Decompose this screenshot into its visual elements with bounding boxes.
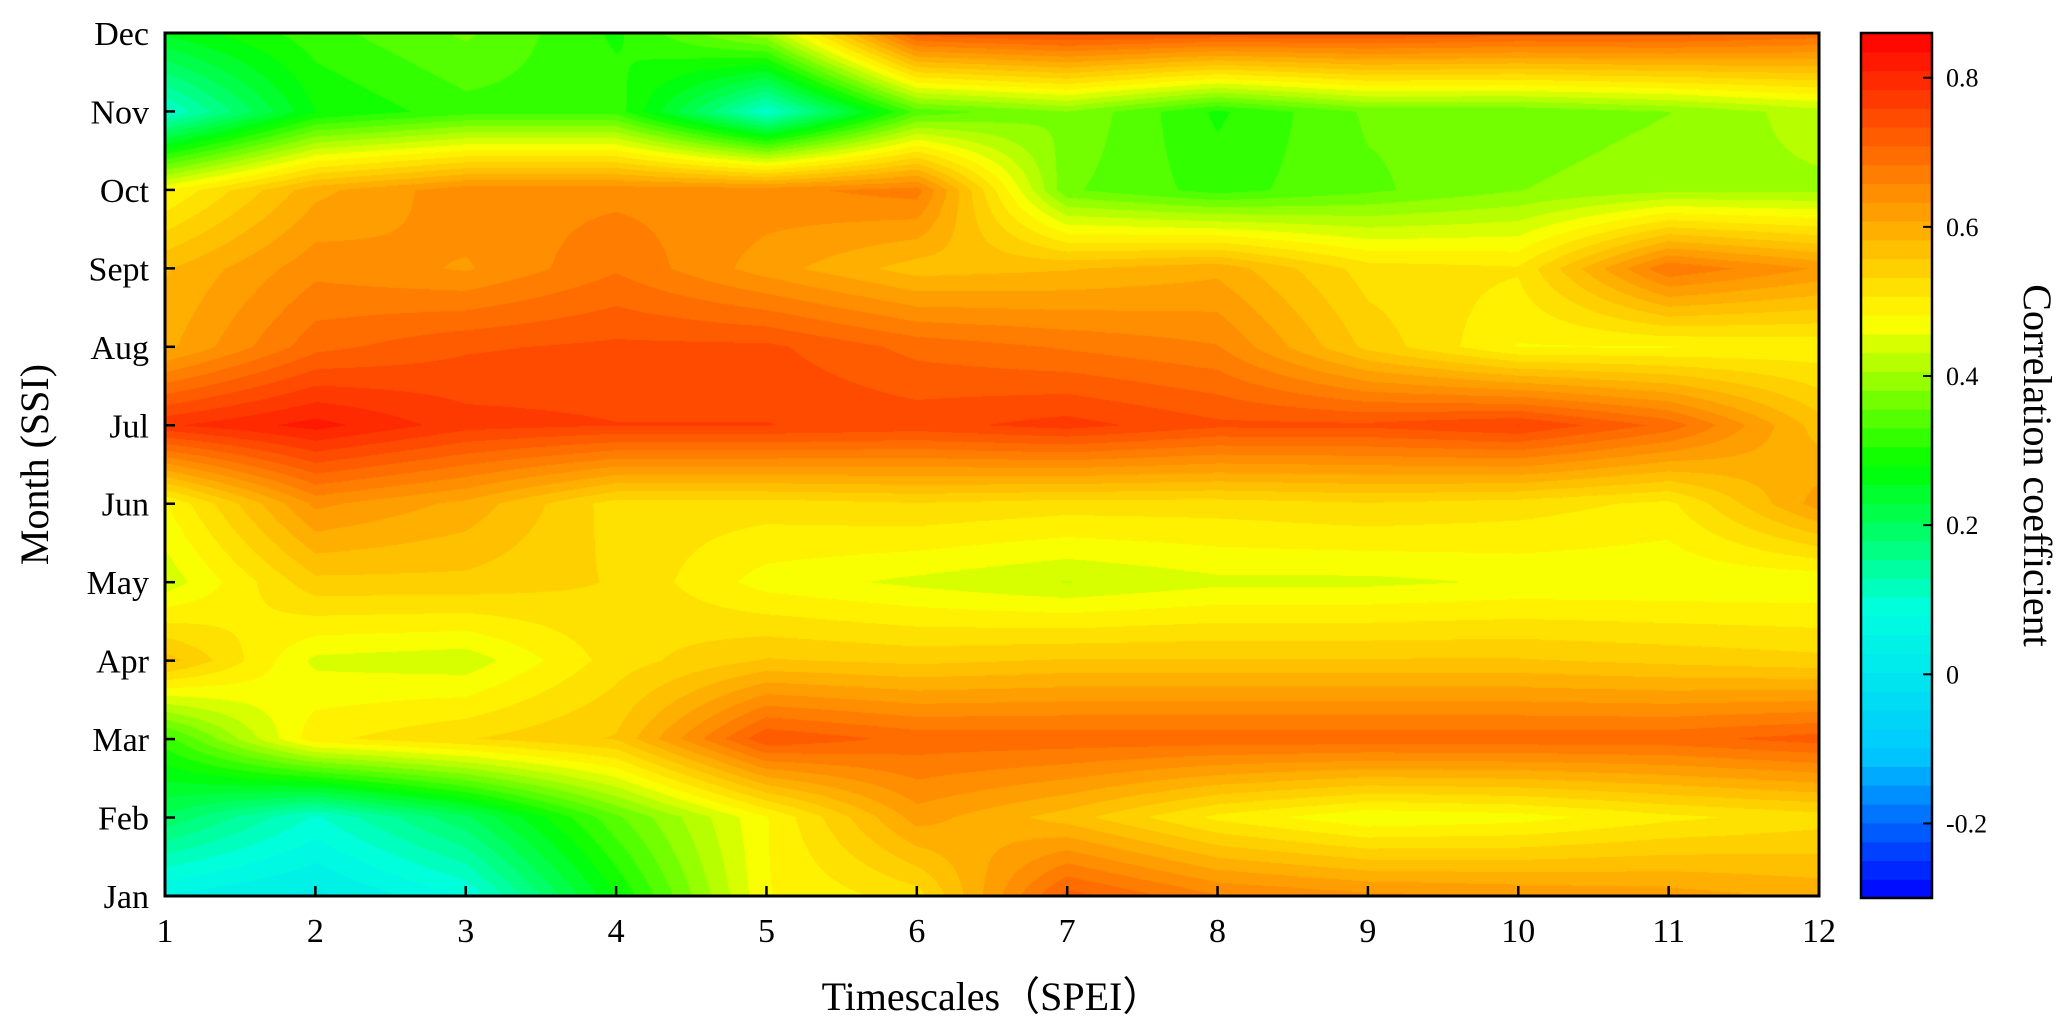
colorbar-band xyxy=(1861,822,1932,843)
colorbar: -0.2 0 0.2 0.4 0.6 0.8 xyxy=(1859,31,1987,900)
colorbar-band xyxy=(1861,202,1932,222)
x-tick-label: 4 xyxy=(608,913,625,950)
colorbar-band xyxy=(1861,803,1932,824)
y-tick-label: May xyxy=(87,565,149,602)
colorbar-tick-label: 0.6 xyxy=(1946,213,1979,242)
colorbar-band xyxy=(1861,390,1932,410)
colorbar-band xyxy=(1861,427,1932,448)
y-tick-label: Jul xyxy=(109,408,149,445)
colorbar-band xyxy=(1861,785,1932,805)
colorbar-band xyxy=(1861,258,1932,279)
colorbar-band xyxy=(1861,578,1932,598)
colorbar-band xyxy=(1861,841,1932,861)
y-tick-label: Sept xyxy=(89,251,150,288)
colorbar-band xyxy=(1861,446,1932,467)
colorbar-band xyxy=(1861,766,1932,786)
y-tick-label: Feb xyxy=(98,801,149,838)
colorbar-band xyxy=(1861,183,1932,203)
colorbar-band xyxy=(1861,127,1932,147)
x-tick-label: 10 xyxy=(1501,913,1535,950)
plot-frame xyxy=(163,31,1821,898)
x-tick-label: 1 xyxy=(157,913,174,950)
colorbar-band xyxy=(1861,333,1932,354)
colorbar-band xyxy=(1861,239,1932,260)
colorbar-band xyxy=(1861,465,1932,485)
y-tick-label: Oct xyxy=(100,173,150,210)
colorbar-band xyxy=(1861,352,1932,373)
colorbar-band xyxy=(1861,221,1932,241)
colorbar-band xyxy=(1861,615,1932,636)
y-tick-label: Aug xyxy=(90,330,149,367)
colorbar-frame xyxy=(1859,31,1934,900)
y-tick-label: Apr xyxy=(96,644,150,681)
y-tick-label: Jun xyxy=(102,487,149,524)
x-tick-label: 9 xyxy=(1359,913,1376,950)
colorbar-label: Correlation coefficient xyxy=(2015,284,2060,646)
colorbar-band xyxy=(1861,559,1932,579)
colorbar-band xyxy=(1861,484,1932,504)
y-axis: Jan Feb Mar Apr May Jun Jul Aug Sept Oct Nov Dec xyxy=(87,16,175,916)
colorbar-band xyxy=(1861,879,1932,899)
colorbar-band xyxy=(1861,70,1932,91)
heatmap-surface xyxy=(165,33,1819,896)
colorbar-band xyxy=(1861,860,1932,880)
colorbar-band xyxy=(1861,747,1932,767)
colorbar-tick-label: 0.8 xyxy=(1946,64,1979,93)
colorbar-band xyxy=(1861,653,1932,673)
colorbar-ticks: -0.2 0 0.2 0.4 0.6 0.8 xyxy=(1923,64,1987,838)
colorbar-band xyxy=(1861,33,1932,53)
x-tick-label: 12 xyxy=(1802,913,1836,950)
colorbar-band xyxy=(1861,709,1932,730)
colorbar-band xyxy=(1861,503,1932,523)
colorbar-band xyxy=(1861,672,1932,692)
x-tick-label: 8 xyxy=(1209,913,1226,950)
colorbar-band xyxy=(1861,540,1932,561)
colorbar-band xyxy=(1861,371,1932,391)
colorbar-tick-label: 0.4 xyxy=(1946,362,1979,391)
colorbar-tick-label: 0 xyxy=(1946,660,1959,689)
x-axis-label: Timescales（SPEI） xyxy=(822,974,1163,1019)
colorbar-tick-label: 0.2 xyxy=(1946,511,1979,540)
colorbar-band xyxy=(1861,296,1932,316)
colorbar-band xyxy=(1861,277,1932,297)
colorbar-band xyxy=(1861,634,1932,655)
colorbar-band xyxy=(1861,315,1932,335)
y-tick-label: Mar xyxy=(92,722,149,759)
y-tick-label: Jan xyxy=(104,879,149,916)
colorbar-bands xyxy=(1861,33,1932,899)
x-tick-label: 2 xyxy=(307,913,324,950)
colorbar-band xyxy=(1861,691,1932,711)
x-axis: 1 2 3 4 5 6 7 8 9 10 11 12 xyxy=(157,886,1836,950)
colorbar-band xyxy=(1861,51,1932,72)
x-tick-label: 7 xyxy=(1059,913,1076,950)
y-axis-label: Month (SSI) xyxy=(12,364,57,565)
x-tick-label: 3 xyxy=(457,913,474,950)
colorbar-band xyxy=(1861,409,1932,429)
plot-area xyxy=(165,33,1819,896)
colorbar-band xyxy=(1861,728,1932,749)
y-tick-label: Nov xyxy=(90,94,149,131)
colorbar-band xyxy=(1861,108,1932,128)
y-tick-label: Dec xyxy=(94,16,149,53)
colorbar-band xyxy=(1861,164,1932,185)
colorbar-band xyxy=(1861,597,1932,617)
x-tick-label: 6 xyxy=(908,913,925,950)
colorbar-band xyxy=(1861,89,1932,109)
x-tick-label: 11 xyxy=(1652,913,1685,950)
colorbar-tick-label: -0.2 xyxy=(1946,809,1987,838)
colorbar-band xyxy=(1861,145,1932,166)
colorbar-band xyxy=(1861,521,1932,542)
x-tick-label: 5 xyxy=(758,913,775,950)
